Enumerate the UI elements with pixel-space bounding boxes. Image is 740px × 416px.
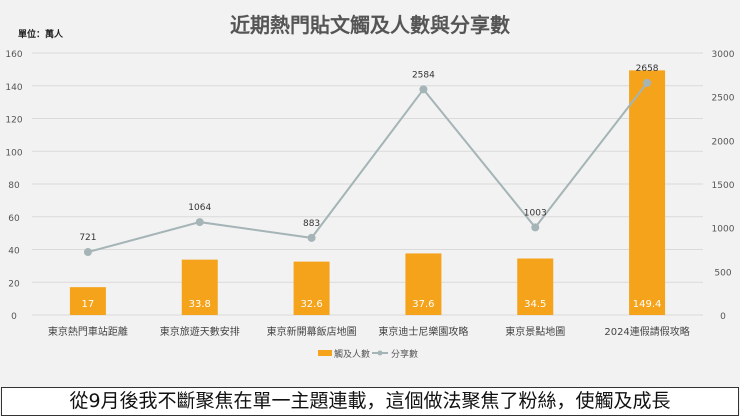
left-tick-label: 100: [5, 148, 22, 158]
bar: [517, 258, 554, 315]
line-point: [307, 233, 316, 242]
line-point: [419, 85, 428, 94]
line-point: [531, 223, 540, 232]
category-label: 東京熱門車站距離: [48, 325, 128, 338]
line-point: [83, 248, 92, 257]
bar-data-label: 149.4: [633, 299, 662, 310]
line-data-label: 1064: [188, 203, 211, 213]
left-tick-label: 160: [5, 50, 22, 60]
line-data-label: 1003: [524, 208, 547, 218]
category-label: 2024連假請假攻略: [604, 325, 689, 338]
line-data-label: 721: [79, 233, 96, 243]
legend-line-marker: [377, 350, 383, 356]
left-tick-label: 120: [5, 116, 22, 126]
right-tick-label: 500: [714, 268, 731, 278]
left-tick-label: 20: [8, 279, 20, 289]
line-data-label: 2584: [412, 70, 435, 80]
right-tick-label: 2000: [712, 137, 735, 147]
line-data-label: 883: [303, 219, 320, 229]
unit-label: 單位：萬人: [18, 28, 64, 40]
legend-line-label: 分享數: [391, 348, 418, 360]
left-tick-label: 140: [5, 83, 22, 93]
left-tick-label: 40: [8, 247, 20, 257]
right-tick-label: 1500: [712, 181, 735, 191]
share-line: [87, 82, 648, 253]
caption: 從9月後我不斷聚焦在單一主題連載，這個做法聚焦了粉絲，使觸及成長: [1, 387, 739, 416]
category-label: 東京旅遊天數安排: [160, 325, 240, 338]
bar: [405, 253, 442, 315]
line-point: [643, 78, 652, 87]
left-tick-label: 0: [11, 312, 17, 322]
line-data-label: 2658: [636, 64, 659, 74]
bar-data-label: 32.6: [300, 299, 322, 310]
right-tick-label: 1000: [712, 225, 735, 235]
right-tick-label: 3000: [712, 50, 735, 60]
category-label: 東京迪士尼樂園攻略: [378, 325, 468, 338]
bar-data-label: 37.6: [412, 299, 434, 310]
legend-bar-label: 觸及人數: [334, 348, 370, 360]
bar-data-label: 34.5: [524, 299, 546, 310]
bar: [629, 70, 666, 315]
category-label: 東京新開幕飯店地圖: [267, 325, 357, 338]
bar-data-label: 17: [82, 299, 95, 310]
bar: [293, 261, 330, 315]
bar: [69, 287, 106, 315]
right-tick-label: 2500: [712, 94, 735, 104]
chart-title: 近期熱門貼文觸及人數與分享數: [230, 13, 510, 37]
left-tick-label: 60: [8, 214, 20, 224]
left-tick-label: 80: [8, 181, 20, 191]
category-label: 東京景點地圖: [505, 325, 565, 338]
line-point: [195, 218, 204, 227]
right-tick-label: 0: [720, 312, 726, 322]
bar-data-label: 33.8: [189, 299, 211, 310]
legend-bar-swatch: [318, 350, 332, 356]
bar: [181, 259, 218, 315]
